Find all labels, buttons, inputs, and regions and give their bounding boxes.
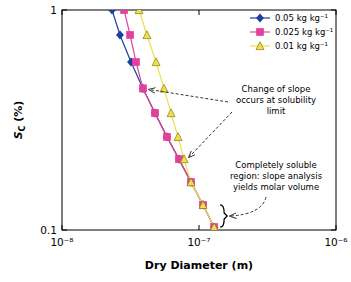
plot-area xyxy=(108,10,218,230)
series-line xyxy=(139,10,214,227)
data-point xyxy=(108,10,115,14)
y-axis-label: SC (%) xyxy=(12,101,27,140)
data-point xyxy=(126,31,133,38)
x-tick-label: 10⁻⁸ xyxy=(50,236,73,248)
data-point xyxy=(139,84,146,92)
y-label-part: (%) xyxy=(12,101,25,126)
data-point xyxy=(121,10,128,14)
annotation-arrow xyxy=(230,197,266,216)
data-point xyxy=(151,109,158,117)
annotation-arrow xyxy=(149,89,228,102)
data-point xyxy=(116,31,123,39)
series-line xyxy=(112,10,214,227)
y-tick xyxy=(331,230,336,231)
legend-marker xyxy=(256,42,264,50)
chart: 10⁻⁸ 10⁻⁷ 10⁻⁶ 0.1 1 Dry Diameter (m) SC (%) 0.… xyxy=(0,0,351,282)
data-point xyxy=(132,58,139,65)
x-tick xyxy=(336,10,337,15)
data-point xyxy=(187,178,195,186)
data-point xyxy=(211,224,218,230)
legend-label: 0.05 kg kg⁻¹ xyxy=(275,13,328,23)
x-tick xyxy=(199,225,200,230)
plot-frame xyxy=(62,10,336,230)
y-tick-label: 0.1 xyxy=(40,224,57,236)
x-tick xyxy=(199,10,200,15)
data-point xyxy=(139,85,146,92)
y-tick xyxy=(331,10,336,11)
x-tick xyxy=(336,225,337,230)
data-point xyxy=(163,133,170,141)
annotation: region: slope analysis xyxy=(230,171,323,181)
data-point xyxy=(135,10,143,14)
legend-marker xyxy=(256,14,263,22)
data-point xyxy=(199,201,207,209)
data-point xyxy=(152,58,160,66)
data-point xyxy=(187,179,194,186)
annotation: yields molar volume xyxy=(233,182,319,192)
legend-marker xyxy=(256,28,263,35)
data-point xyxy=(151,109,158,116)
annotation-brace xyxy=(220,205,227,227)
y-tick-label: 1 xyxy=(50,4,57,16)
data-point xyxy=(211,223,218,230)
annotation: Change of slope xyxy=(242,84,311,94)
legend-label: 0.01 kg kg⁻¹ xyxy=(275,41,328,51)
data-point xyxy=(180,155,188,163)
y-label-part: S xyxy=(12,131,25,139)
y-tick xyxy=(62,10,67,11)
data-point xyxy=(174,133,182,141)
series-line xyxy=(124,10,214,227)
legend-label: 0.025 kg kg⁻¹ xyxy=(275,27,333,37)
data-point xyxy=(167,109,175,117)
annotation: Completely soluble xyxy=(235,160,316,170)
x-tick-label: 10⁻⁶ xyxy=(324,236,347,248)
annotation: occurs at solubility xyxy=(236,95,316,105)
data-point xyxy=(210,223,218,230)
x-tick-label: 10⁻⁷ xyxy=(187,236,210,248)
data-point xyxy=(143,31,151,39)
annotation: limit xyxy=(267,106,286,116)
data-point xyxy=(187,178,194,186)
x-tick xyxy=(62,10,63,15)
y-tick xyxy=(62,230,67,231)
x-tick xyxy=(62,225,63,230)
data-point xyxy=(160,84,168,92)
annotation-arrow xyxy=(189,112,232,157)
x-axis-label: Dry Diameter (m) xyxy=(145,259,253,272)
data-point xyxy=(199,201,206,208)
data-point xyxy=(199,201,206,209)
data-point xyxy=(163,133,170,140)
